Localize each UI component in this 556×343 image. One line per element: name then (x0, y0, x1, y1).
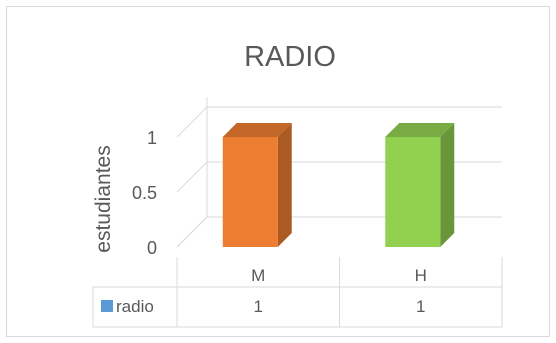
y-tick-labels: 00.51 (132, 128, 157, 258)
bar-top-face (385, 123, 455, 137)
y-axis-label: estudiantes (92, 145, 115, 252)
legend-label-radio: radio (116, 297, 154, 316)
bars (222, 123, 455, 247)
bar-top-face (222, 123, 292, 137)
side-wall-edge (176, 97, 208, 248)
gridline (176, 106, 502, 138)
x-tick-label: M (251, 266, 265, 285)
bar-front-face (385, 137, 441, 247)
data-table-value: 1 (416, 297, 425, 316)
x-tick-label: H (415, 266, 427, 285)
y-tick-label: 1 (147, 128, 157, 148)
data-table-value: 1 (254, 297, 263, 316)
y-tick-label: 0.5 (132, 183, 157, 203)
bar-front-face (222, 137, 278, 247)
bar-h (385, 123, 455, 247)
legend-key (101, 300, 113, 312)
bar-m (222, 123, 292, 247)
bar-side-face (440, 123, 455, 247)
chart-title: RADIO (244, 41, 336, 73)
bar-side-face (277, 123, 292, 247)
y-tick-label: 0 (147, 238, 157, 258)
